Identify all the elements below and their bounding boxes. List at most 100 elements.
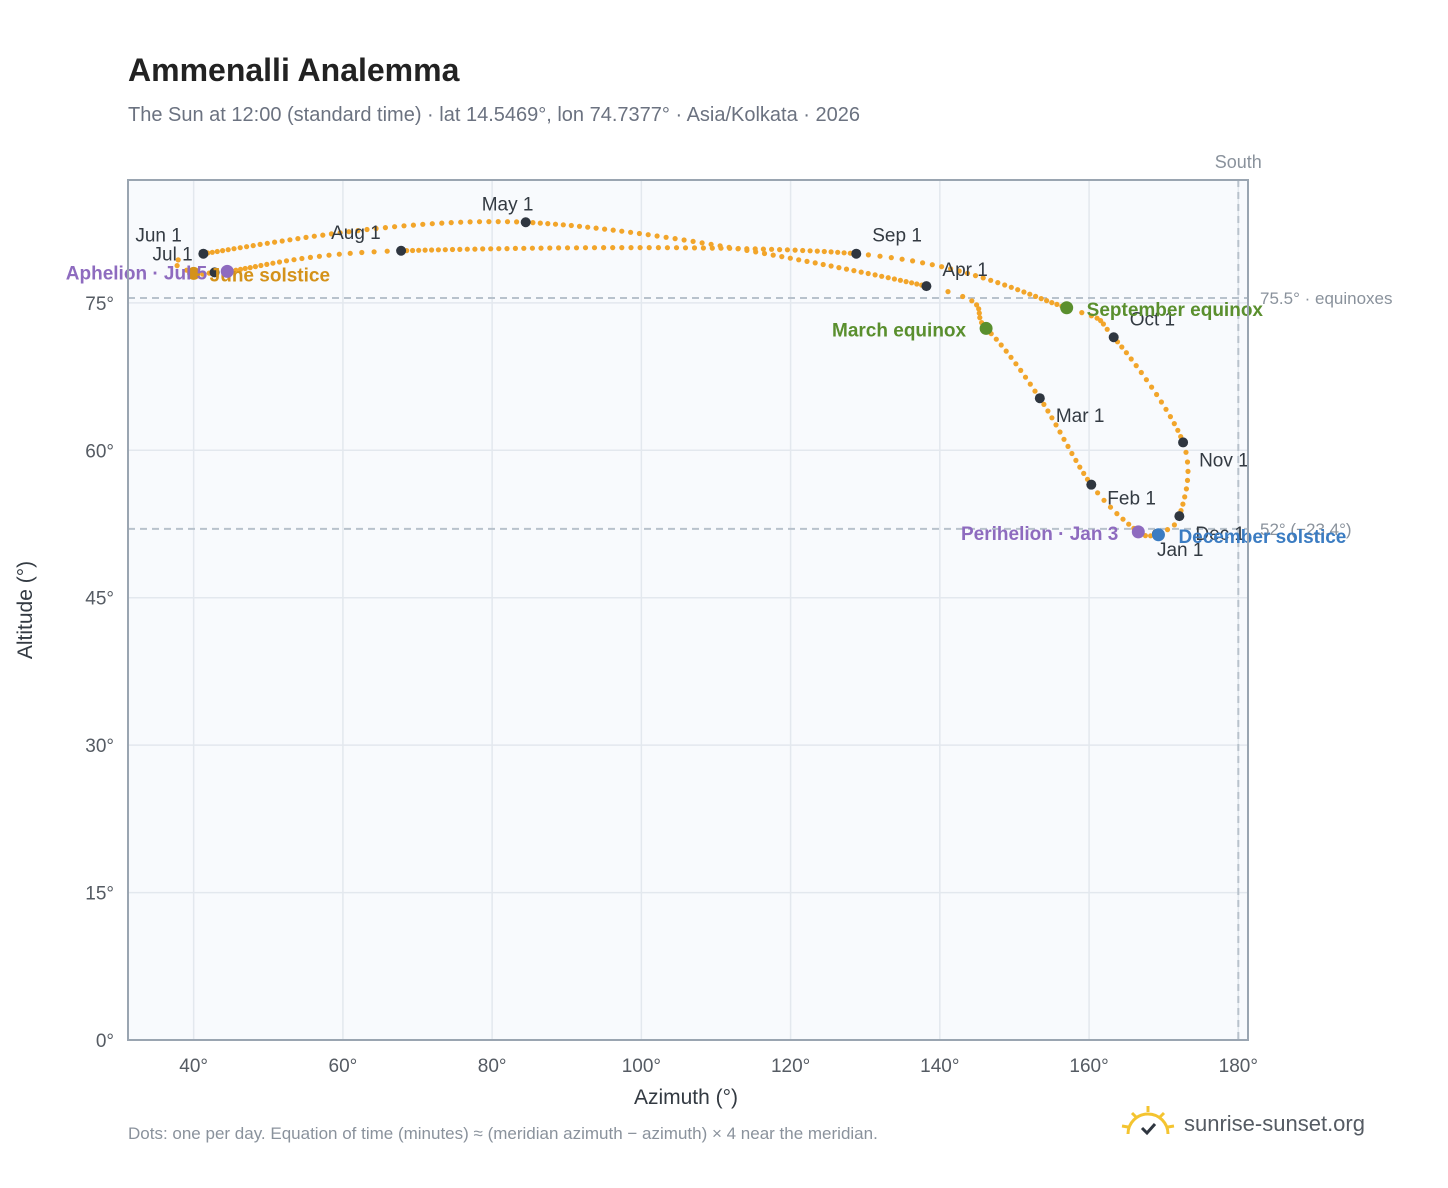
daily-dot [416, 247, 422, 253]
daily-dot [744, 246, 750, 252]
daily-dot [247, 265, 253, 271]
daily-dot [1003, 348, 1009, 354]
daily-dot [1065, 443, 1071, 449]
south-label: South [1215, 152, 1262, 172]
daily-dot [336, 251, 342, 257]
x-tick-label: 100° [622, 1056, 661, 1077]
daily-dot [1138, 369, 1144, 376]
daily-dot [392, 224, 398, 230]
daily-dot [439, 220, 445, 226]
daily-dot [1183, 486, 1189, 492]
daily-dot [295, 236, 301, 242]
month-marker [198, 248, 209, 259]
daily-dot [1123, 350, 1129, 356]
daily-dot [646, 245, 652, 251]
month-label: Feb 1 [1107, 489, 1156, 510]
daily-dot [645, 232, 651, 238]
daily-dot [777, 247, 783, 253]
daily-dot [560, 222, 566, 228]
daily-dot [320, 232, 326, 238]
daily-dot [872, 272, 878, 278]
daily-dot [752, 246, 758, 252]
daily-dot [974, 302, 980, 308]
y-axis-title: Altitude (°) [14, 561, 37, 659]
daily-dot [1032, 388, 1038, 394]
daily-dot [1184, 459, 1191, 465]
daily-dot [909, 280, 915, 286]
daily-dot [276, 259, 283, 265]
daily-dot [1038, 296, 1044, 302]
x-tick-label: 180° [1219, 1056, 1258, 1077]
daily-dot [264, 240, 270, 246]
daily-dot [1044, 298, 1050, 304]
event-label: Perihelion · Jan 3 [961, 524, 1118, 545]
daily-dot [303, 234, 309, 240]
daily-dot [796, 257, 802, 263]
daily-dot [718, 245, 724, 251]
daily-dot [709, 245, 715, 251]
daily-dot [1015, 287, 1021, 293]
daily-dot [547, 245, 553, 251]
daily-dot [1182, 494, 1188, 500]
daily-dot [1041, 401, 1047, 407]
daily-dot [964, 270, 971, 276]
daily-dot [1081, 470, 1087, 476]
daily-dot [458, 219, 464, 225]
daily-dot [311, 233, 317, 239]
daily-dot [1158, 399, 1164, 405]
event-marker [979, 321, 993, 335]
brand-logo[interactable]: sunrise-sunset.org [1120, 1104, 1365, 1144]
daily-dot [1171, 421, 1177, 427]
month-marker [921, 281, 932, 292]
daily-dot [619, 228, 625, 234]
daily-dot [1054, 301, 1060, 307]
daily-dot [512, 245, 519, 251]
month-label: Jan 1 [1157, 540, 1203, 561]
daily-dot [476, 219, 483, 225]
daily-dot [1167, 414, 1173, 420]
daily-dot [449, 246, 456, 253]
daily-dot [237, 266, 244, 272]
daily-dot [1045, 408, 1051, 414]
daily-dot [1069, 450, 1075, 457]
daily-dot [496, 246, 502, 252]
month-label: Sep 1 [872, 226, 922, 247]
daily-dot [637, 245, 643, 251]
daily-dot [250, 243, 256, 249]
daily-dot [1164, 527, 1171, 533]
daily-dot [956, 268, 962, 274]
daily-dot [784, 247, 791, 253]
daily-dot [1180, 501, 1186, 507]
daily-dot [371, 249, 377, 255]
y-tick-label: 45° [85, 589, 114, 610]
month-label: Jul 1 [153, 244, 193, 265]
daily-dot [998, 342, 1004, 348]
daily-dot [464, 246, 470, 252]
daily-dot [948, 266, 954, 272]
axes: 40° 60° 80° 100° 120° 140° 160° 180° 0° 15° 30° 45°… [14, 294, 1258, 1109]
daily-dot [442, 247, 448, 253]
event-marker [1131, 525, 1145, 539]
brand-name: sunrise-sunset.org [1184, 1111, 1365, 1136]
daily-dot [655, 245, 662, 251]
daily-dot [359, 249, 365, 256]
daily-dot [410, 247, 416, 254]
daily-dot [1100, 321, 1106, 327]
daily-dot [307, 254, 313, 260]
month-marker [396, 245, 407, 256]
daily-dot [910, 258, 916, 264]
daily-dot [610, 227, 616, 233]
daily-dot [1148, 533, 1154, 539]
daily-dot [903, 279, 909, 285]
daily-dot [258, 262, 264, 269]
plot-frame [127, 179, 1249, 1041]
daily-dot [980, 275, 986, 281]
daily-dot [272, 239, 278, 245]
daily-dot [209, 249, 215, 255]
daily-dot [690, 238, 696, 244]
daily-dot [1114, 510, 1120, 517]
daily-dot [488, 246, 494, 252]
daily-dot [504, 246, 510, 252]
daily-dot [237, 245, 243, 251]
daily-dot [326, 252, 332, 258]
